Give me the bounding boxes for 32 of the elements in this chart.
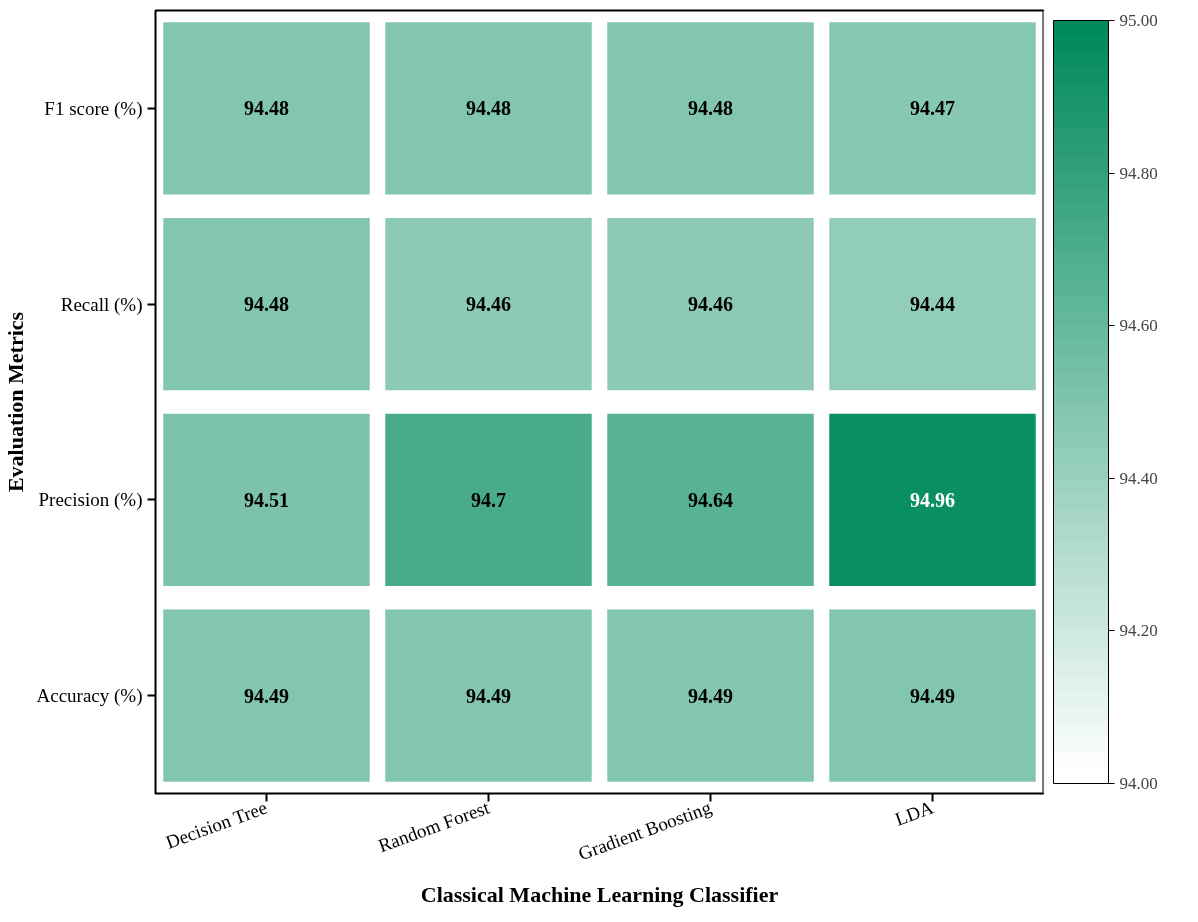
- data-label: 94.48: [688, 97, 733, 120]
- data-label: 94.49: [688, 684, 733, 707]
- y-tick-label: F1 score (%): [44, 97, 143, 120]
- y-tick-label: Recall (%): [60, 293, 143, 316]
- x-tick-label: Gradient Boosting: [575, 796, 715, 865]
- data-label: 94.7: [471, 488, 506, 511]
- data-label: 94.48: [466, 97, 511, 120]
- data-label: 94.49: [466, 684, 511, 707]
- data-label: 94.49: [910, 684, 955, 707]
- data-label: 94.51: [244, 488, 289, 511]
- y-axis-title: Evaluation Metrics: [3, 311, 29, 493]
- color-bar-label: 94.80: [1119, 163, 1158, 183]
- data-label: 94.96: [910, 488, 955, 511]
- x-tick-label: Random Forest: [375, 796, 493, 857]
- data-label: 94.49: [244, 684, 289, 707]
- data-label: 94.44: [910, 293, 955, 316]
- y-tick-label: Accuracy (%): [36, 685, 143, 708]
- y-tick-label: Precision (%): [38, 489, 143, 512]
- color-bar-label: 94.00: [1119, 774, 1158, 793]
- data-label: 94.47: [910, 97, 955, 120]
- data-label: 94.48: [244, 293, 289, 316]
- color-bar-label: 94.20: [1119, 621, 1158, 641]
- data-label: 94.64: [688, 488, 733, 511]
- color-bar-label: 94.60: [1119, 316, 1158, 336]
- data-label: 94.46: [466, 293, 511, 316]
- color-bar-label: 94.40: [1119, 468, 1158, 488]
- x-tick-label: Decision Tree: [162, 796, 270, 853]
- color-bar-label: 95.00: [1119, 11, 1158, 30]
- x-tick-label: LDA: [892, 796, 937, 830]
- data-label: 94.46: [688, 293, 733, 316]
- data-label: 94.48: [244, 97, 289, 120]
- x-axis-title: Classical Machine Learning Classifier: [420, 882, 779, 908]
